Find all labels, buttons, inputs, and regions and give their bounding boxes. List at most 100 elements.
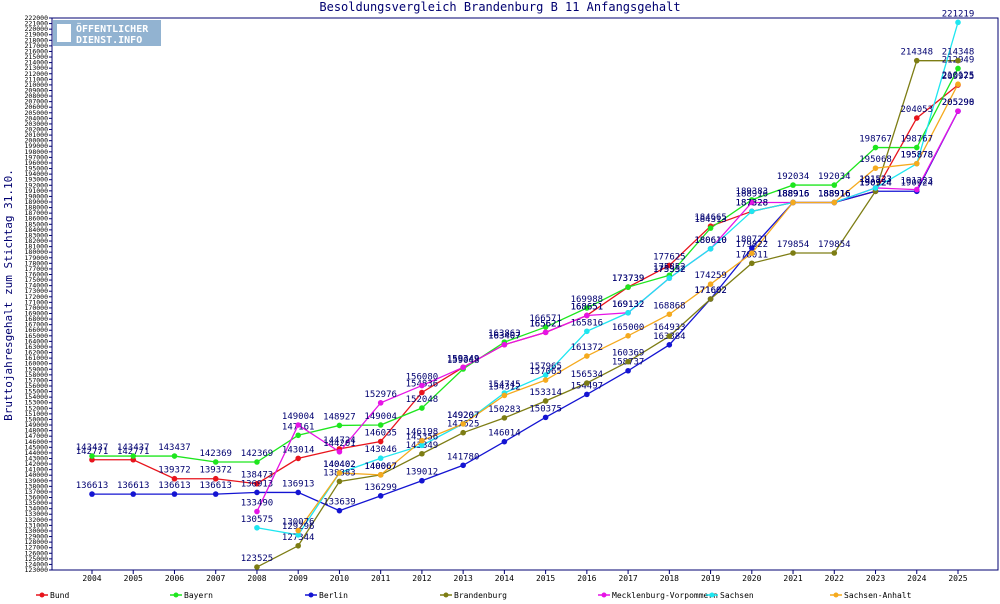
y-tick-label: 176000 xyxy=(25,270,49,278)
y-tick-label: 191000 xyxy=(25,187,49,195)
data-label: 165000 xyxy=(612,323,645,333)
data-point xyxy=(831,182,838,188)
data-label: 192034 xyxy=(777,172,810,182)
y-tick-label: 166000 xyxy=(25,326,49,334)
logo-text: ÖFFENTLICHER xyxy=(76,21,149,35)
data-label: 149207 xyxy=(447,411,480,421)
data-label: 140067 xyxy=(364,462,397,472)
y-tick-label: 132000 xyxy=(25,516,49,524)
y-tick-label: 174000 xyxy=(25,282,49,290)
y-tick-label: 143000 xyxy=(25,454,49,462)
data-point xyxy=(212,475,219,482)
y-tick-label: 217000 xyxy=(25,42,49,50)
data-label: 171602 xyxy=(694,286,727,296)
data-point xyxy=(584,328,590,335)
data-point xyxy=(419,437,425,444)
data-point xyxy=(625,309,631,316)
y-tick-label: 199000 xyxy=(25,142,49,150)
data-point xyxy=(89,453,95,459)
data-point xyxy=(666,275,673,281)
data-label: 157065 xyxy=(529,367,562,377)
data-label: 136913 xyxy=(282,479,315,489)
y-tick-label: 196000 xyxy=(25,159,49,167)
data-point xyxy=(831,199,838,206)
data-label: 139372 xyxy=(199,466,232,476)
series-line xyxy=(256,22,959,536)
data-point xyxy=(377,472,384,478)
data-point xyxy=(666,342,673,348)
x-tick-label: 2008 xyxy=(247,574,266,583)
data-label: 152048 xyxy=(406,395,439,405)
y-tick-label: 167000 xyxy=(25,321,49,329)
data-point xyxy=(542,372,549,378)
data-label: 159048 xyxy=(447,356,480,366)
data-point xyxy=(625,284,631,290)
data-point xyxy=(584,305,590,311)
data-label: 169988 xyxy=(571,295,604,305)
data-label: 171602 xyxy=(694,286,727,296)
x-tick-label: 2012 xyxy=(412,574,431,583)
legend-marker xyxy=(601,592,607,598)
y-tick-label: 195000 xyxy=(25,165,49,173)
data-point xyxy=(955,19,961,26)
data-label: 192034 xyxy=(818,172,851,182)
data-label: 180721 xyxy=(736,235,769,245)
y-tick-label: 221000 xyxy=(25,20,49,28)
data-point xyxy=(584,391,590,398)
data-label: 159349 xyxy=(447,354,480,364)
data-point xyxy=(666,311,673,318)
y-tick-label: 154000 xyxy=(25,393,49,401)
y-tick-label: 172000 xyxy=(25,293,49,301)
data-point xyxy=(831,250,838,256)
data-label: 139012 xyxy=(406,468,439,478)
data-label: 153314 xyxy=(529,388,562,398)
y-tick-label: 128000 xyxy=(25,538,49,546)
data-label: 191523 xyxy=(859,175,892,185)
data-label: 198767 xyxy=(901,135,934,145)
data-point xyxy=(501,438,508,445)
data-point xyxy=(336,448,343,455)
data-point xyxy=(171,475,178,482)
data-label: 141780 xyxy=(447,452,480,462)
y-tick-label: 150000 xyxy=(25,415,49,423)
data-point xyxy=(130,491,137,497)
data-point xyxy=(749,260,755,267)
x-tick-label: 2013 xyxy=(454,574,473,583)
data-label: 148927 xyxy=(323,412,356,422)
data-label: 184313 xyxy=(694,215,727,225)
y-tick-label: 130000 xyxy=(25,527,49,535)
y-tick-label: 208000 xyxy=(25,92,49,100)
data-point xyxy=(501,341,508,348)
y-tick-label: 140000 xyxy=(25,471,49,479)
y-tick-label: 165000 xyxy=(25,332,49,340)
y-tick-label: 197000 xyxy=(25,153,49,161)
plot-border xyxy=(51,17,999,571)
data-point xyxy=(749,250,755,256)
x-tick-label: 2014 xyxy=(495,574,514,583)
data-label: 188916 xyxy=(818,189,851,199)
data-label: 163863 xyxy=(488,329,521,339)
x-tick-label: 2020 xyxy=(742,574,761,583)
y-tick-label: 149000 xyxy=(25,421,49,429)
legend-marker xyxy=(173,592,179,598)
data-point xyxy=(336,422,343,429)
data-point xyxy=(377,422,384,428)
data-point xyxy=(89,491,95,497)
data-label: 160369 xyxy=(612,349,645,359)
y-tick-label: 173000 xyxy=(25,287,49,295)
data-point xyxy=(377,493,384,499)
data-label: 205290 xyxy=(942,98,975,108)
data-label: 143437 xyxy=(158,443,191,453)
data-point xyxy=(419,382,425,389)
y-tick-label: 185000 xyxy=(25,220,49,228)
data-label: 188916 xyxy=(777,189,810,199)
y-tick-label: 187000 xyxy=(25,209,49,217)
data-label: 177625 xyxy=(653,252,686,262)
data-point xyxy=(419,405,425,411)
y-tick-label: 194000 xyxy=(25,170,49,178)
series-line xyxy=(256,60,958,568)
y-tick-label: 151000 xyxy=(25,410,49,418)
data-point xyxy=(171,453,178,459)
data-point xyxy=(295,532,301,538)
